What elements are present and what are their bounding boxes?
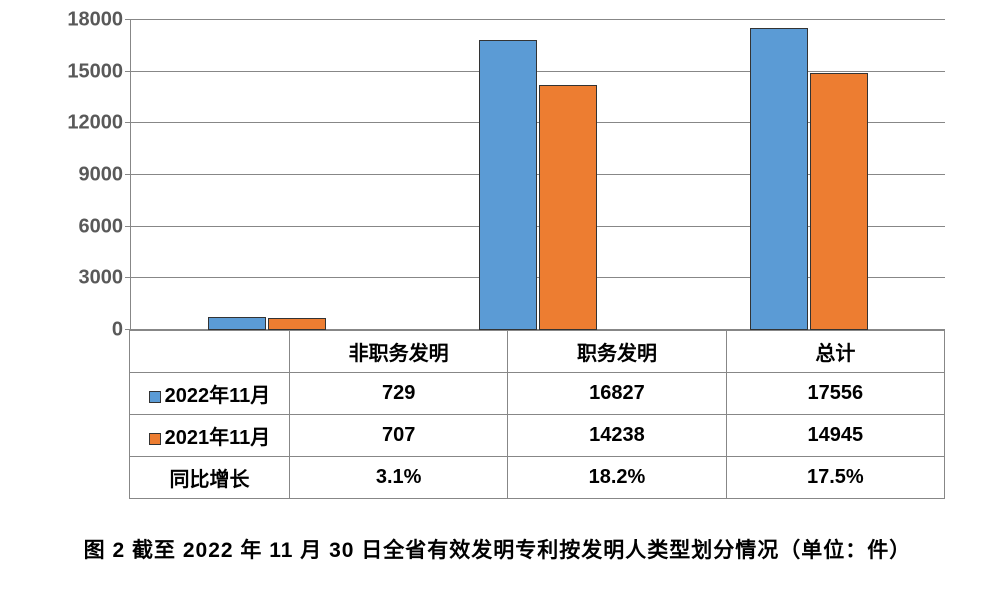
series-label: 2022年11月: [165, 385, 271, 407]
bar: [268, 318, 326, 330]
data-table: 非职务发明职务发明总计2022年11月72916827175562021年11月…: [129, 330, 945, 499]
series-row-header: 2021年11月: [130, 415, 290, 457]
category-header: 总计: [726, 331, 944, 373]
data-cell: 707: [290, 415, 508, 457]
data-cell: 18.2%: [508, 457, 726, 499]
category-header: 非职务发明: [290, 331, 508, 373]
growth-row-header: 同比增长: [130, 457, 290, 499]
plot-area: 0300060009000120001500018000: [130, 20, 945, 330]
bar-group: [131, 20, 402, 330]
bar: [539, 85, 597, 330]
data-cell: 17556: [726, 373, 944, 415]
legend-swatch: [149, 433, 161, 445]
table-corner-cell: [130, 331, 290, 373]
ytick-label: 3000: [79, 267, 124, 290]
bar: [810, 73, 868, 330]
data-cell: 729: [290, 373, 508, 415]
table-row: 2021年11月 7071423814945: [130, 415, 945, 457]
table-row: 2022年11月 7291682717556: [130, 373, 945, 415]
bar: [750, 28, 808, 330]
ytick-label: 15000: [67, 60, 123, 83]
data-cell: 3.1%: [290, 457, 508, 499]
ytick-label: 18000: [67, 9, 123, 32]
data-cell: 14945: [726, 415, 944, 457]
bar-group: [674, 20, 945, 330]
series-row-header: 2022年11月: [130, 373, 290, 415]
chart-container: 0300060009000120001500018000 非职务发明职务发明总计…: [130, 20, 945, 499]
bar: [208, 317, 266, 330]
ytick-label: 12000: [67, 112, 123, 135]
figure-caption: 图 2 截至 2022 年 11 月 30 日全省有效发明专利按发明人类型划分情…: [20, 534, 975, 564]
bar-group: [402, 20, 673, 330]
data-table-wrap: 非职务发明职务发明总计2022年11月72916827175562021年11月…: [129, 330, 945, 499]
category-header: 职务发明: [508, 331, 726, 373]
bars-row: [131, 20, 945, 330]
ytick-label: 0: [112, 319, 123, 342]
data-cell: 14238: [508, 415, 726, 457]
legend-swatch: [149, 391, 161, 403]
ytick-label: 6000: [79, 215, 124, 238]
table-row: 非职务发明职务发明总计: [130, 331, 945, 373]
bar: [479, 40, 537, 330]
table-row: 同比增长3.1%18.2%17.5%: [130, 457, 945, 499]
data-cell: 16827: [508, 373, 726, 415]
series-label: 2021年11月: [165, 427, 271, 449]
plot-inner: 0300060009000120001500018000: [131, 20, 945, 330]
data-cell: 17.5%: [726, 457, 944, 499]
ytick-label: 9000: [79, 164, 124, 187]
